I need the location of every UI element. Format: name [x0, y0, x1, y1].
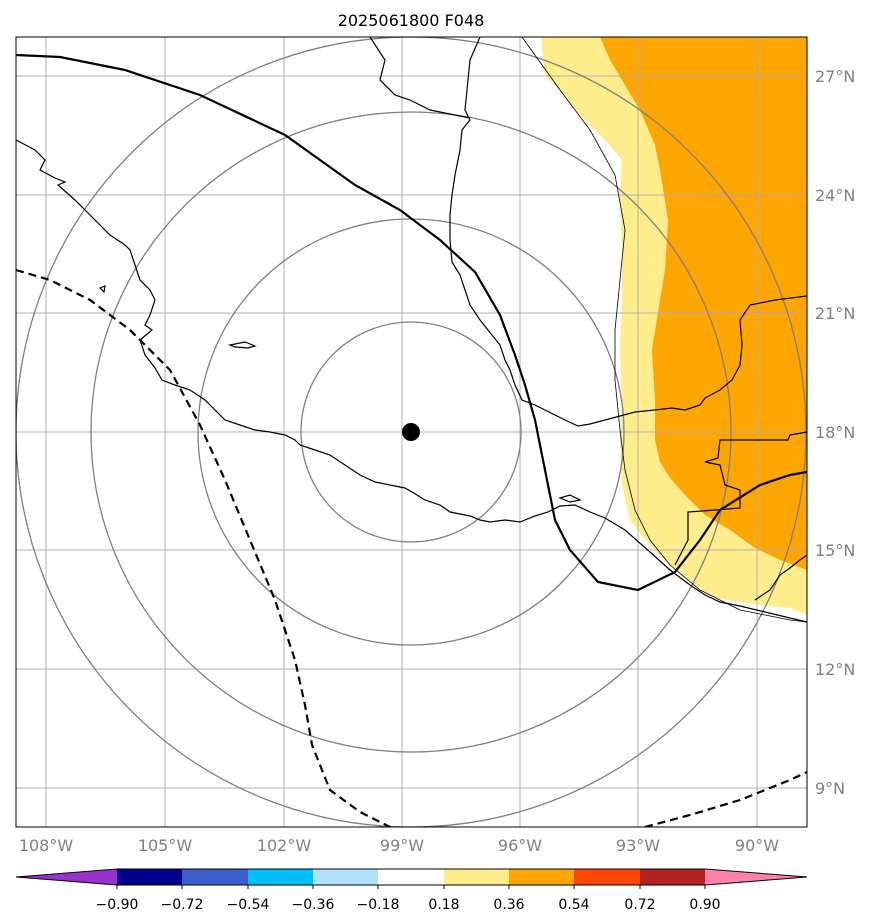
lat-labels: 27°N 24°N 21°N 18°N 15°N 12°N 9°N: [815, 67, 855, 798]
lat-label: 24°N: [815, 186, 855, 205]
lon-label: 90°W: [735, 836, 779, 855]
island-3: [558, 494, 582, 503]
coastlines: [16, 37, 807, 623]
lon-label: 96°W: [498, 836, 542, 855]
lon-labels: 108°W 105°W 102°W 99°W 96°W 93°W 90°W: [19, 836, 779, 855]
map-title: 2025061800 F048: [338, 11, 485, 30]
graticule: [16, 37, 807, 827]
storm-center-marker: [402, 423, 420, 441]
colorbar-segment: [117, 869, 182, 885]
central-america-coast: [754, 554, 807, 601]
colorbar-ticks: −0.90 −0.72 −0.54 −0.36 −0.18 0.18 0.36 …: [96, 897, 721, 913]
range-ring-3: [90, 111, 732, 753]
coast-north: [369, 37, 471, 119]
colorbar-tick-label: 0.54: [558, 897, 589, 913]
lat-label: 27°N: [815, 67, 855, 86]
colorbar-segment: [182, 869, 248, 885]
colorbar-segment: [16, 869, 117, 885]
yucatan-coastline: [704, 295, 807, 399]
lon-label: 108°W: [19, 836, 74, 855]
range-ring-1: [300, 321, 522, 543]
map-panel: [16, 37, 807, 827]
colorbar-tick-label: −0.36: [292, 897, 335, 913]
lon-label: 93°W: [616, 836, 660, 855]
thin-contour: [521, 37, 807, 623]
colorbar-segment: [705, 869, 807, 885]
colorbar-tick-label: −0.90: [96, 897, 139, 913]
central-america-border: [674, 431, 807, 566]
colorbar-segment: [509, 869, 574, 885]
colorbar-tick-label: 0.36: [493, 897, 524, 913]
colorbar-tick-label: −0.54: [227, 897, 270, 913]
colorbar-segment: [574, 869, 640, 885]
colorbar-tick-label: −0.18: [357, 897, 400, 913]
colorbar-tick-label: 0.18: [428, 897, 459, 913]
lat-label: 18°N: [815, 423, 855, 442]
colorbar-tick-label: 0.72: [624, 897, 655, 913]
gulf-coastline: [449, 37, 706, 427]
dashed-contour-east: [644, 771, 807, 827]
colorbar-tick-label: −0.72: [161, 897, 204, 913]
lat-label: 15°N: [815, 541, 855, 560]
island-2: [98, 285, 106, 294]
baja-coastline: [16, 139, 807, 623]
lat-label: 21°N: [815, 304, 855, 323]
lon-label: 102°W: [257, 836, 312, 855]
island-1: [227, 341, 257, 349]
lon-label: 99°W: [380, 836, 424, 855]
lon-label: 105°W: [138, 836, 193, 855]
map-frame: [15, 36, 808, 828]
solid-contour: [16, 53, 807, 592]
colorbar-segment: [640, 869, 705, 885]
colorbar-segment: [444, 869, 509, 885]
colorbar-segment: [378, 869, 444, 885]
dashed-contour-west: [16, 268, 391, 827]
colorbar-segment: [248, 869, 313, 885]
lat-label: 9°N: [815, 779, 845, 798]
colorbar: [15, 868, 808, 889]
colorbar-tick-label: 0.90: [689, 897, 720, 913]
colorbar-segment: [313, 869, 378, 885]
lat-label: 12°N: [815, 660, 855, 679]
